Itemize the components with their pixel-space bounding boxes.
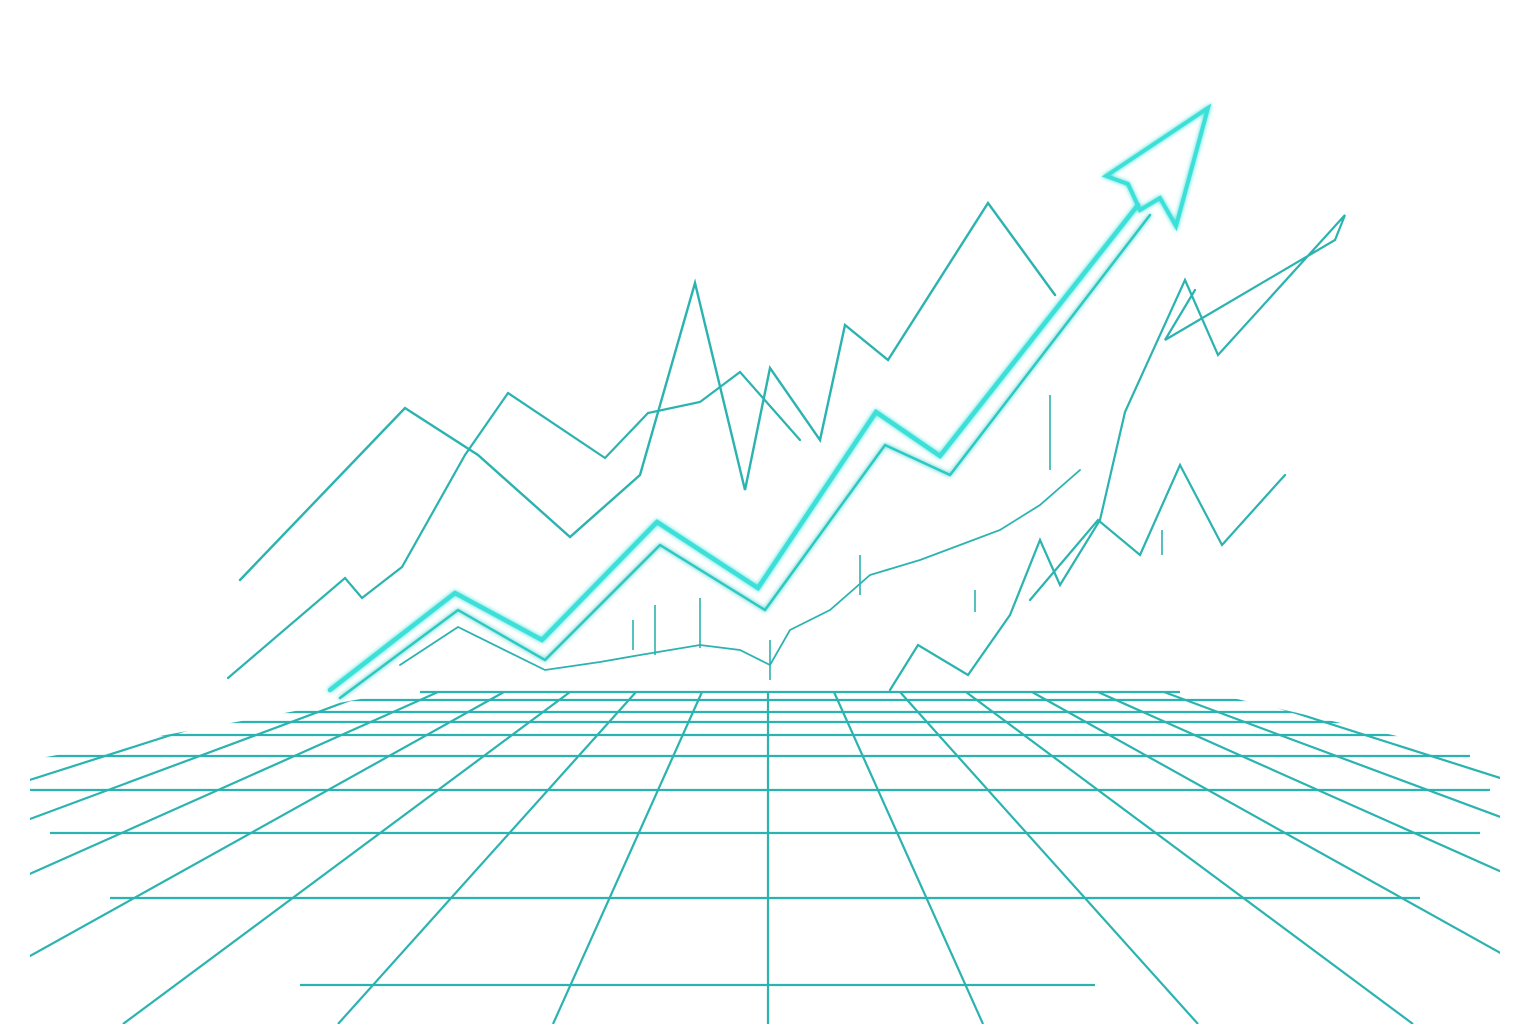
grid-vertical-line [832,691,985,1024]
trend-lines-group [226,103,1347,700]
data-tick-marks [632,395,1163,680]
back-zigzag-line [238,200,1057,582]
grid-vertical-line [1031,691,1500,1024]
grid-vertical-line [30,691,505,1024]
lower-right-zigzag-line [1028,462,1287,602]
grid-vertical-line [965,691,1414,1024]
grid-vertical-line [1097,690,1500,1024]
grid-vertical-line [30,690,307,1024]
right-arrow-zigzag-line [888,214,1347,692]
grid-vertical-line [30,690,439,1024]
arrowhead-icon [1101,103,1212,232]
perspective-grid-floor [30,690,1500,1024]
grid-vertical-line [337,691,637,1024]
grid-vertical-line [122,691,571,1024]
grid-vertical-line [30,690,373,1024]
grid-vertical-line [1163,690,1500,1024]
trend-up-arrow-icon [327,103,1212,700]
grid-vertical-line [551,691,704,1024]
grid-vertical-line [899,691,1199,1024]
lower-squiggle-line [399,469,1081,671]
grid-vertical-line [1229,690,1500,1024]
mid-zigzag-line [226,370,802,680]
